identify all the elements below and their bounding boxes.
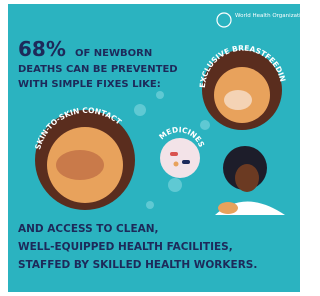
logo-text: World Health Organization [235,13,308,19]
headline-line: WITH SIMPLE FIXES LIKE: [18,79,161,90]
medicines-illustration [160,138,200,178]
footer-line: WELL-EQUIPPED HEALTH FACILITIES, [18,241,233,253]
footer-line: STAFFED BY SKILLED HEALTH WORKERS. [18,259,257,271]
headline-line: OF NEWBORN [75,48,152,59]
infographic: World Health Organization 68% OF NEWBORN… [0,0,308,296]
footer-line: AND ACCESS TO CLEAN, [18,223,159,235]
headline-line: DEATHS CAN BE PREVENTED [18,64,178,75]
headline-stat: 68% [18,37,66,61]
